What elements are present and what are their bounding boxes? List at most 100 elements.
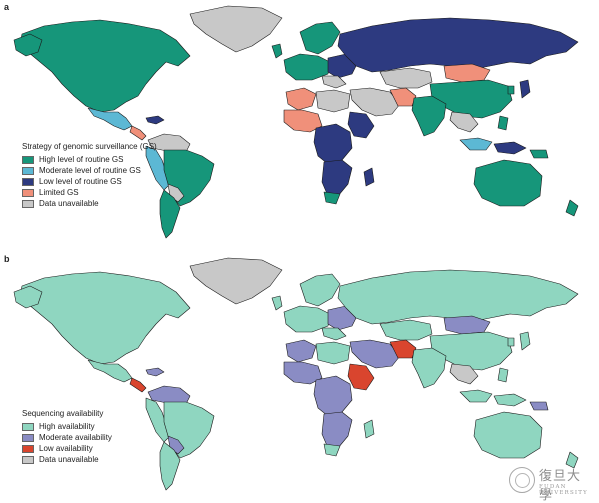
legend-label: Moderate availability [39,433,112,442]
region-western-europe [283,305,331,333]
region-east-africa [347,363,375,391]
legend-label: Data unavailable [39,199,99,208]
region-australia [473,411,543,459]
region-north-africa-west [285,339,317,363]
region-indonesia [459,389,493,403]
region-scandinavia [299,273,341,307]
legend-label: Limited GS [39,188,79,197]
region-south-africa [323,443,341,457]
legend-a-item: Moderate level of routine GS [22,165,157,176]
region-japan [519,331,531,351]
region-argentina-chile [159,441,181,491]
region-papua [529,401,549,411]
region-madagascar [363,419,375,439]
region-new-zealand [565,199,579,217]
region-argentina-chile [159,189,181,239]
region-western-europe [283,53,331,81]
legend-label: Moderate level of routine GS [39,166,141,175]
region-papua [529,149,549,159]
region-central-america [129,377,147,393]
region-new-zealand [565,451,579,469]
region-southern-africa [321,159,353,197]
region-central-asia [379,67,433,89]
region-india [411,347,447,389]
region-mexico [87,107,133,131]
region-central-america [129,125,147,141]
panel-b-sequencing-availability-map: b [0,252,599,503]
legend-b-item: Moderate availability [22,432,112,443]
panel-b-label: b [4,254,10,264]
legend-a: Strategy of genomic surveillance (GS) Hi… [22,141,157,209]
region-russia [337,269,579,325]
region-indonesia [459,137,493,151]
region-caribbean [145,367,165,377]
region-north-america [19,19,191,113]
region-caribbean [145,115,165,125]
watermark-english: FUDAN UNIVERSITY [539,484,588,496]
region-andes [145,397,171,443]
seal-icon [509,467,535,493]
legend-label: High level of routine GS [39,155,124,164]
legend-swatch [22,177,34,186]
region-scandinavia [299,21,341,55]
region-balkans [321,75,347,89]
region-uk [271,295,283,311]
legend-label: Low level of routine GS [39,177,122,186]
region-north-africa-east [315,89,351,113]
legend-a-item: Data unavailable [22,198,157,209]
region-south-africa [323,191,341,205]
legend-a-title: Strategy of genomic surveillance (GS) [22,142,157,151]
legend-swatch [22,155,34,164]
region-middle-east [349,339,401,369]
region-middle-east [349,87,401,117]
region-north-america [19,271,191,365]
region-madagascar [363,167,375,187]
region-north-africa-east [315,341,351,365]
legend-a-item: Low level of routine GS [22,176,157,187]
legend-swatch [22,422,34,431]
region-korea [507,85,515,95]
region-greenland [189,5,283,53]
legend-b-item: Data unavailable [22,454,112,465]
region-east-africa [347,111,375,139]
region-central-africa [313,123,353,165]
region-indonesia-east [493,141,527,155]
legend-swatch [22,433,34,442]
legend-swatch [22,199,34,208]
legend-swatch [22,166,34,175]
region-greenland [189,257,283,305]
legend-b-item: High availability [22,421,112,432]
region-north-africa-west [285,87,317,111]
world-map-a [13,5,579,239]
region-korea [507,337,515,347]
region-mexico [87,359,133,383]
legend-a-item: Limited GS [22,187,157,198]
region-philippines [497,367,509,383]
legend-a-item: High level of routine GS [22,154,157,165]
region-alaska [13,285,43,309]
region-southeast-asia [449,111,479,133]
legend-swatch [22,455,34,464]
region-alaska [13,33,43,57]
region-central-africa [313,375,353,417]
legend-label: Low availability [39,444,93,453]
region-andes [145,145,171,191]
panel-a-genomic-surveillance-map: a [0,0,599,248]
legend-b-item: Low availability [22,443,112,454]
region-southeast-asia [449,363,479,385]
region-balkans [321,327,347,341]
watermark-chinese: 復旦大學 [539,469,582,503]
region-philippines [497,115,509,131]
legend-label: Data unavailable [39,455,99,464]
region-indonesia-east [493,393,527,407]
region-india [411,95,447,137]
university-watermark: 復旦大學 FUDAN UNIVERSITY [509,463,593,503]
legend-b-title: Sequencing availability [22,409,104,418]
legend-swatch [22,188,34,197]
region-japan [519,79,531,99]
legend-b: Sequencing availability High availabilit… [22,408,112,465]
region-russia [337,17,579,73]
world-map-b [13,257,579,491]
legend-swatch [22,444,34,453]
region-southern-africa [321,411,353,449]
